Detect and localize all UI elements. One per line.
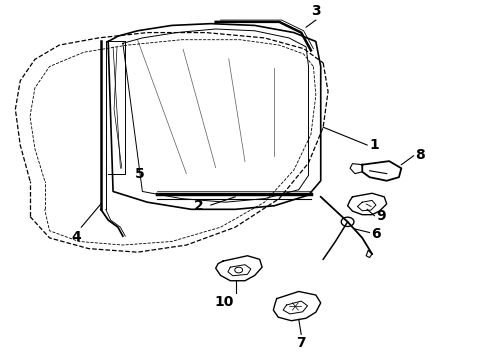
Text: 10: 10 [215,295,234,309]
Text: 4: 4 [72,230,81,244]
Text: 5: 5 [135,167,145,181]
Text: 8: 8 [415,148,425,162]
Text: 7: 7 [296,336,306,350]
Text: 1: 1 [369,138,379,152]
Text: 2: 2 [194,199,203,213]
Text: 9: 9 [376,210,386,224]
Text: 3: 3 [311,4,320,18]
Text: 6: 6 [371,226,381,240]
